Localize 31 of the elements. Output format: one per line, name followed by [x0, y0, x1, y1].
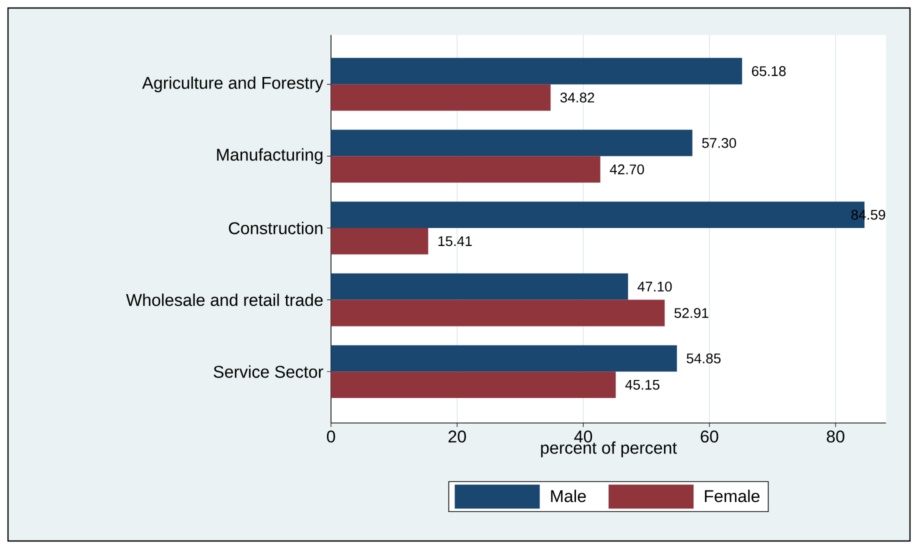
data-label: 52.91 — [674, 308, 708, 318]
bar — [331, 130, 692, 156]
y-tick-label: Service Sector — [214, 365, 324, 378]
bar — [331, 300, 665, 326]
bar — [331, 156, 600, 183]
bar — [331, 273, 628, 300]
data-label: 42.70 — [610, 164, 644, 174]
y-tick-label: Construction — [228, 222, 322, 234]
x-tick-label: 80 — [826, 430, 844, 443]
data-label: 15.41 — [438, 236, 472, 246]
data-label: 57.30 — [702, 138, 736, 148]
y-tick-label: Manufacturing — [217, 148, 322, 164]
data-label: 45.15 — [625, 380, 660, 390]
data-label: 65.18 — [752, 66, 786, 76]
y-tick-label: Wholesale and retail trade — [126, 294, 323, 306]
x-tick-label: 0 — [326, 430, 336, 443]
legend-label: Male — [551, 490, 586, 502]
data-label: 54.85 — [686, 353, 721, 364]
bar — [331, 84, 551, 111]
x-axis-title: percent of percent — [541, 441, 677, 458]
x-tick-label: 40 — [574, 430, 592, 443]
data-label: 34.82 — [560, 92, 594, 103]
y-tick-label: Agriculture and Forestry — [142, 76, 324, 92]
x-tick-label: 20 — [448, 430, 466, 443]
data-label: 47.10 — [638, 282, 672, 292]
bar — [331, 372, 616, 398]
bar — [331, 228, 428, 254]
bar — [331, 345, 677, 372]
x-tick-label: 60 — [700, 430, 718, 443]
bar — [331, 58, 742, 84]
legend-label: Female — [704, 490, 760, 502]
